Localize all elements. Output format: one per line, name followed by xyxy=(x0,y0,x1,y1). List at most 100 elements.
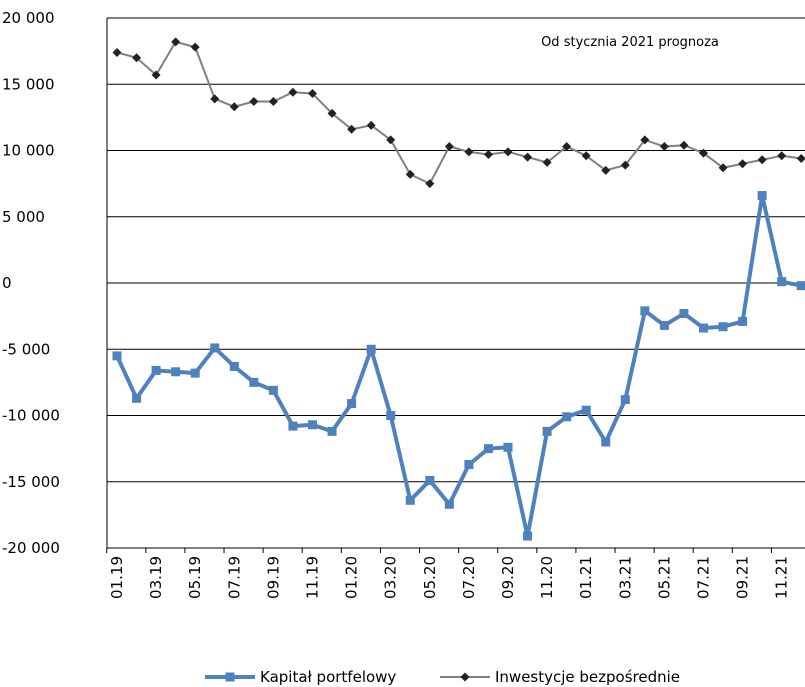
marker xyxy=(679,140,689,150)
y-tick-label: -15 000 xyxy=(2,473,60,491)
marker xyxy=(777,277,787,287)
marker xyxy=(347,399,357,409)
marker xyxy=(288,87,298,97)
marker xyxy=(249,96,259,106)
x-tick-label: 07.20 xyxy=(460,556,478,599)
marker xyxy=(640,135,650,145)
marker xyxy=(699,323,708,333)
marker xyxy=(659,320,669,330)
x-tick-label: 11.19 xyxy=(304,556,322,599)
legend-label: Kapitał portfelowy xyxy=(260,668,396,686)
marker xyxy=(444,499,454,509)
legend-marker xyxy=(225,672,235,682)
x-tick-label: 05.20 xyxy=(421,556,439,599)
marker xyxy=(640,306,650,316)
x-tick-label: 03.20 xyxy=(382,556,400,599)
series-line xyxy=(116,40,802,185)
marker xyxy=(796,281,805,291)
x-tick-label: 07.19 xyxy=(225,556,243,599)
legend-marker xyxy=(460,672,470,682)
marker xyxy=(210,94,220,104)
marker xyxy=(503,147,513,157)
marker xyxy=(229,361,239,371)
marker xyxy=(405,169,415,179)
marker xyxy=(308,89,317,99)
marker xyxy=(581,405,591,415)
marker xyxy=(190,42,200,52)
annotation: Od stycznia 2021 prognoza xyxy=(541,35,719,50)
marker xyxy=(425,475,435,485)
y-tick-label: 0 xyxy=(2,274,12,292)
x-tick-label: 09.21 xyxy=(734,556,752,599)
x-tick-label: 05.21 xyxy=(655,556,673,599)
x-tick-label: 11.20 xyxy=(538,556,556,599)
marker xyxy=(699,148,708,158)
marker xyxy=(171,37,181,47)
marker xyxy=(738,316,748,326)
y-tick-label: 10 000 xyxy=(2,142,55,160)
marker xyxy=(151,365,161,375)
marker xyxy=(386,135,396,145)
marker xyxy=(288,421,298,431)
marker xyxy=(464,460,474,470)
marker xyxy=(601,165,611,175)
marker xyxy=(777,151,787,161)
marker xyxy=(659,142,669,152)
y-tick-label: -10 000 xyxy=(2,407,60,425)
x-tick-label: 01.21 xyxy=(577,556,595,599)
marker xyxy=(210,343,220,353)
legend-label: Inwestycje bezpośrednie xyxy=(495,668,680,686)
marker xyxy=(542,426,552,436)
marker xyxy=(425,179,435,189)
marker xyxy=(171,367,181,377)
y-tick-label: 20 000 xyxy=(2,9,55,27)
marker xyxy=(190,368,200,378)
x-tick-label: 11.21 xyxy=(773,556,791,599)
marker xyxy=(444,142,454,152)
marker xyxy=(718,163,728,173)
marker xyxy=(562,142,572,152)
x-tick-label: 03.19 xyxy=(147,556,165,599)
marker xyxy=(308,420,317,430)
series-line xyxy=(115,193,802,539)
y-tick-label: -20 000 xyxy=(2,539,60,557)
marker xyxy=(132,393,142,403)
marker xyxy=(112,47,122,57)
marker xyxy=(483,444,493,454)
marker xyxy=(601,437,611,447)
marker xyxy=(796,153,805,163)
x-tick-label: 05.19 xyxy=(186,556,204,599)
marker xyxy=(503,442,513,452)
x-tick-label: 01.19 xyxy=(108,556,126,599)
marker xyxy=(132,53,142,63)
marker xyxy=(366,344,376,354)
y-tick-label: 15 000 xyxy=(2,75,55,93)
marker xyxy=(386,411,396,420)
marker xyxy=(366,120,376,130)
x-tick-label: 07.21 xyxy=(695,556,713,599)
marker xyxy=(562,412,572,422)
marker xyxy=(542,157,552,167)
marker xyxy=(268,385,278,395)
marker xyxy=(249,377,259,387)
marker xyxy=(738,159,748,169)
marker xyxy=(757,155,767,165)
marker xyxy=(757,191,767,201)
marker xyxy=(620,160,630,170)
x-tick-label: 01.20 xyxy=(343,556,361,599)
marker xyxy=(151,70,161,80)
x-tick-label: 09.19 xyxy=(264,556,282,599)
marker xyxy=(523,531,533,541)
marker xyxy=(679,308,689,318)
marker xyxy=(464,147,474,157)
x-tick-label: 09.20 xyxy=(499,556,517,599)
marker xyxy=(523,152,533,162)
marker xyxy=(112,351,122,361)
marker xyxy=(620,395,630,405)
marker xyxy=(327,108,337,118)
marker xyxy=(347,124,357,134)
marker xyxy=(268,96,278,106)
y-tick-label: 5 000 xyxy=(2,208,45,226)
marker xyxy=(405,495,415,505)
